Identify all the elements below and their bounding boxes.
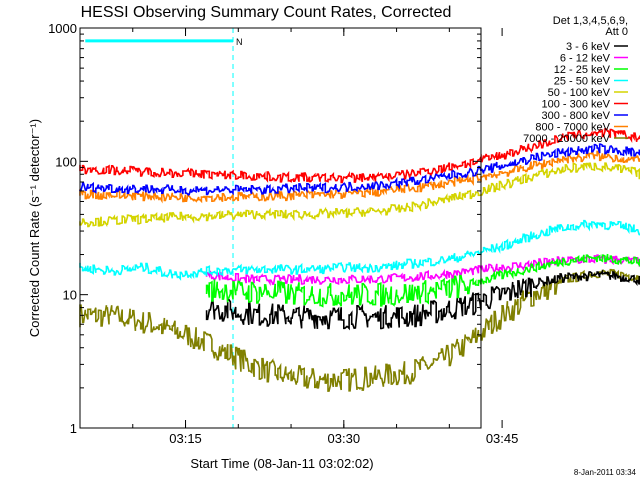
y-tick-label: 100 bbox=[55, 154, 77, 169]
legend-label: 12 - 25 keV bbox=[554, 64, 611, 76]
y-tick-label: 10 bbox=[63, 288, 77, 303]
plot-frame bbox=[79, 27, 482, 429]
plot-area: N bbox=[79, 28, 640, 428]
series-line bbox=[79, 127, 640, 184]
legend-label: 50 - 100 keV bbox=[548, 87, 611, 99]
legend-label: 6 - 12 keV bbox=[560, 53, 611, 65]
series-line bbox=[79, 143, 640, 197]
series-line bbox=[79, 162, 640, 228]
legend-header: Att 0 bbox=[605, 26, 628, 38]
x-tick-label: 03:15 bbox=[169, 431, 202, 446]
x-tick-label: 03:45 bbox=[486, 431, 519, 446]
legend-label: 300 - 800 keV bbox=[542, 110, 611, 122]
legend-label: 800 - 7000 keV bbox=[535, 122, 610, 134]
y-tick-label: 1 bbox=[70, 421, 77, 436]
legend-header: Det 1,3,4,5,6,9, bbox=[553, 15, 628, 27]
y-tick-label: 1000 bbox=[48, 21, 77, 36]
x-axis-label: Start Time (08-Jan-11 03:02:02) bbox=[190, 456, 373, 471]
legend-label: 25 - 50 keV bbox=[554, 76, 611, 88]
series-line bbox=[79, 268, 640, 392]
x-tick-label: 03:30 bbox=[328, 431, 361, 446]
legend-label: 7000 - 20000 keV bbox=[523, 133, 611, 145]
series-line bbox=[205, 253, 640, 308]
night-label: N bbox=[236, 37, 243, 47]
footer-timestamp: 8-Jan-2011 03:34 bbox=[574, 468, 637, 477]
series-line bbox=[79, 219, 640, 281]
series-line bbox=[79, 150, 640, 204]
chart-title: HESSI Observing Summary Count Rates, Cor… bbox=[81, 4, 452, 21]
y-axis-label: Corrected Count Rate (s⁻¹ detector⁻¹) bbox=[27, 119, 42, 337]
series-line bbox=[205, 268, 640, 331]
legend-label: 100 - 300 keV bbox=[542, 99, 611, 111]
legend-label: 3 - 6 keV bbox=[566, 41, 611, 53]
